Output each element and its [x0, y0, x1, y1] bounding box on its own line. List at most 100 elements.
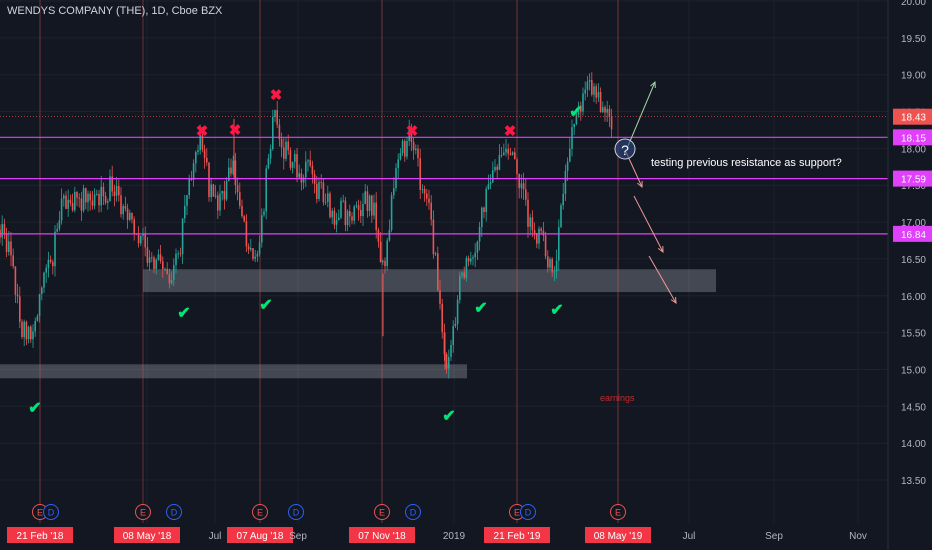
candle-body — [406, 140, 408, 157]
candle-body — [153, 257, 155, 270]
price-tag — [893, 225, 932, 242]
event-marker[interactable] — [43, 504, 59, 520]
question-bubble — [614, 138, 636, 160]
event-marker[interactable] — [252, 504, 268, 520]
candle-body — [388, 229, 391, 241]
candle-body — [177, 253, 179, 255]
price-tick-label: 19.50 — [901, 34, 926, 45]
candle-body — [472, 257, 474, 259]
candle-body — [542, 230, 545, 236]
time-label-highlight — [227, 527, 293, 543]
price-axis[interactable]: 13.50 14.00 14.50 15.00 15.50 16.00 16.50 17.00… — [887, 0, 932, 550]
candle-body — [483, 207, 485, 213]
candle-body — [212, 184, 215, 197]
candle-body — [368, 195, 371, 211]
candle-body — [93, 194, 96, 206]
candle-body — [470, 258, 472, 262]
price-tick-label: 16.00 — [901, 292, 926, 303]
candle-body — [164, 269, 166, 270]
price-tick-label: 15.00 — [901, 365, 926, 376]
candle-body — [529, 217, 531, 227]
cross-marker: ✖ — [270, 87, 283, 104]
price-tick-label: 13.50 — [901, 476, 926, 487]
candle-body — [188, 178, 190, 196]
time-label-highlight — [114, 527, 180, 543]
candle-body — [129, 212, 131, 220]
candle-body — [562, 193, 564, 206]
candle-body — [38, 293, 41, 317]
candle-body — [104, 196, 107, 203]
candle-body — [604, 107, 606, 113]
candle-body — [195, 151, 197, 164]
candle-body — [56, 228, 58, 232]
candle-body — [373, 202, 375, 216]
candle-body — [43, 272, 45, 288]
candle-body — [571, 127, 573, 149]
horizontal-levels[interactable] — [0, 116, 888, 235]
candle-body — [91, 200, 94, 206]
arrow-head — [670, 296, 677, 304]
candle-body — [186, 195, 188, 206]
candle-body — [80, 198, 83, 211]
candle-body — [566, 161, 569, 171]
candle-body — [384, 260, 386, 267]
candle-body — [494, 166, 496, 171]
candle-body — [162, 261, 164, 270]
candle-body — [236, 185, 239, 193]
time-label: Sep — [289, 531, 307, 542]
candle-body — [445, 353, 448, 369]
candle-body — [441, 303, 443, 333]
candle-body — [608, 108, 611, 118]
candle-body — [588, 80, 591, 82]
cross-marker: ✖ — [504, 123, 517, 140]
event-marker-letter: D — [410, 508, 417, 518]
candle-body — [575, 114, 578, 125]
candle-body — [140, 235, 142, 244]
time-label: 07 Nov '18 — [358, 531, 406, 542]
time-label-highlight — [585, 527, 651, 543]
annotation-marks: ✖ ✖ ✖ ✖ ✖ ✔ ✔ ✔ ✔ ✔ ✔ ✔ — [28, 87, 582, 425]
candle-body — [342, 200, 344, 202]
candle-body — [256, 253, 259, 257]
candle-body — [274, 110, 276, 118]
event-marker[interactable] — [374, 504, 390, 520]
event-marker[interactable] — [520, 504, 536, 520]
candle-body — [201, 135, 204, 150]
candle-body — [137, 234, 140, 244]
support-zones — [0, 269, 716, 379]
candle-body — [60, 198, 63, 221]
candle-body — [148, 257, 151, 263]
event-marker[interactable] — [166, 504, 182, 520]
candle-body — [252, 248, 254, 259]
price-tick-label: 16.50 — [901, 255, 926, 266]
candle-body — [586, 81, 589, 90]
candle-body — [78, 197, 80, 199]
check-marker: ✔ — [550, 302, 563, 319]
candle-body — [432, 219, 435, 255]
projection-arrows — [625, 80, 677, 304]
time-axis[interactable]: 21 Feb '18 08 May '18 Jul 07 Aug '18 Sep 07 N… — [7, 527, 867, 543]
time-label: 08 May '19 — [594, 531, 643, 542]
candle-body — [437, 253, 439, 291]
time-label: 21 Feb '18 — [17, 531, 64, 542]
candle-body — [481, 207, 483, 228]
event-marker[interactable] — [610, 504, 626, 520]
candle-body — [533, 230, 536, 234]
candle-body — [382, 260, 384, 263]
event-marker[interactable] — [135, 504, 151, 520]
candle-body — [111, 176, 113, 192]
candle-body — [131, 212, 133, 220]
candle-body — [8, 241, 10, 252]
candle-body — [454, 323, 457, 327]
event-marker-letter: D — [293, 508, 300, 518]
candle-body — [421, 189, 424, 190]
event-marker[interactable] — [288, 504, 304, 520]
price-axis-panel — [888, 0, 932, 550]
event-marker-letter: D — [171, 508, 178, 518]
event-marker[interactable] — [405, 504, 421, 520]
candle-body — [492, 170, 494, 183]
time-label: 08 May '18 — [123, 531, 172, 542]
candle-body — [353, 206, 355, 221]
